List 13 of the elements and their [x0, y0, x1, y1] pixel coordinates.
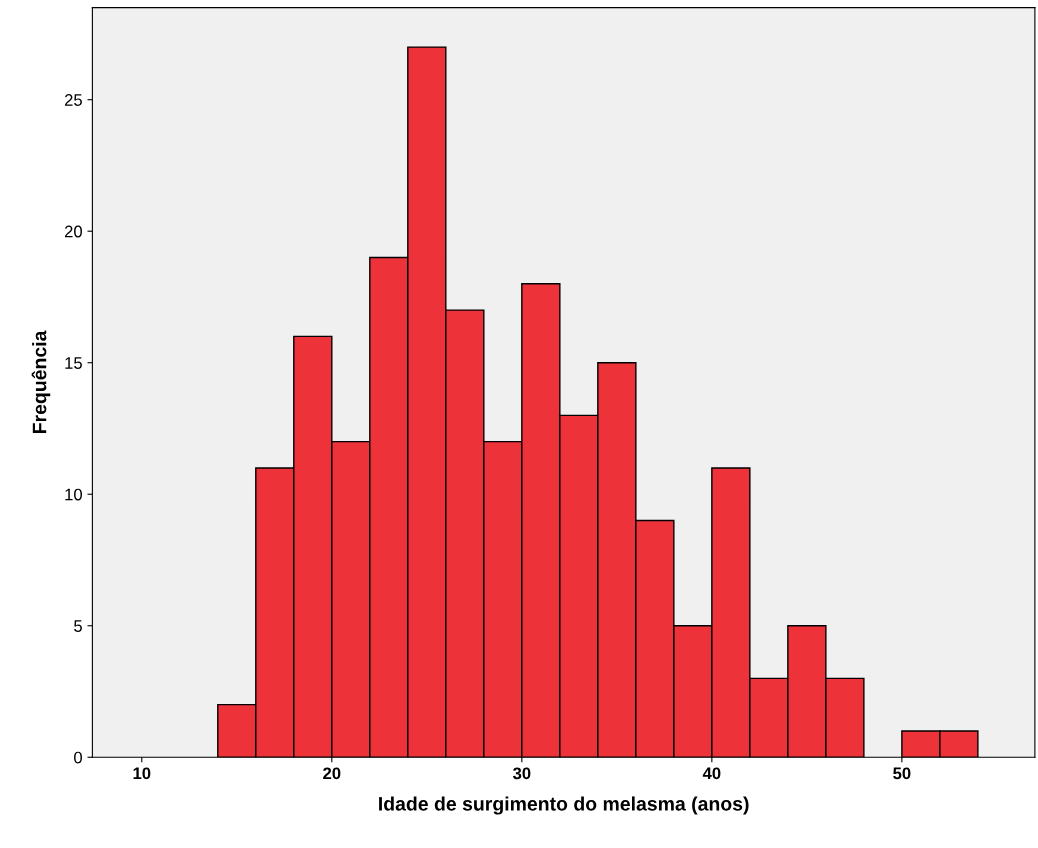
x-tick-label: 40 — [702, 767, 721, 780]
y-tick-label: 10 — [65, 488, 83, 501]
y-tick-label: 0 — [74, 751, 83, 764]
x-tick-label: 50 — [893, 767, 911, 780]
x-axis-title: Idade de surgimento do melasma (anos) — [379, 796, 749, 815]
y-axis-title: Frequência — [31, 330, 51, 434]
x-tick-label: 30 — [512, 767, 531, 780]
y-tick-label: 15 — [65, 357, 82, 369]
y-tick-label: 20 — [64, 225, 83, 238]
x-tick-label: 20 — [323, 767, 341, 780]
y-tick-label: 5 — [74, 620, 82, 632]
y-tick-label: 25 — [64, 94, 82, 106]
x-tick-label: 10 — [133, 767, 151, 780]
